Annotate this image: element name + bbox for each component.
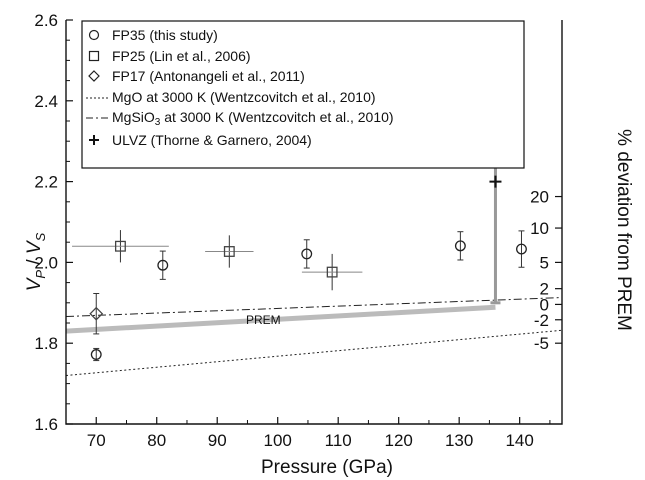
legend-item-fp25: FP25 (Lin et al., 2006) (88, 48, 251, 64)
legend-box (81, 20, 525, 169)
legend-label: FP17 (Antonangeli et al., 2011) (112, 68, 305, 84)
legend-item-ulvz: ULVZ (Thorne & Garnero, 2004) (89, 132, 312, 148)
data-point-square (326, 266, 338, 278)
model-line-3 (65, 329, 563, 377)
y2-tick-label: -2 (534, 311, 549, 330)
legend-item-mgsio3: MgSiO3 at 3000 K (Wentzcovitch et al., 2… (86, 109, 394, 128)
data-point-circle (90, 349, 102, 360)
x-tick-label: 90 (208, 431, 227, 450)
y-tick-label: 1.6 (34, 415, 58, 434)
y-tick-label: 1.8 (34, 334, 58, 353)
legend-item-mgo: MgO at 3000 K (Wentzcovitch et al., 2010… (86, 89, 376, 105)
legend-plus-icon (89, 135, 99, 145)
data-point-square (114, 240, 126, 252)
x-tick-label: 80 (147, 431, 166, 450)
y2-tick-label: 0 (540, 295, 549, 314)
ulvz-point (489, 175, 502, 188)
y-tick-label: 2.6 (34, 11, 58, 30)
model-line-4 (65, 297, 563, 318)
x-axis-label: Pressure (GPa) (261, 457, 393, 478)
x-tick-label: 70 (87, 431, 106, 450)
data-point-circle (516, 243, 527, 255)
data-point-circle (454, 240, 466, 252)
x-tick-label: 130 (445, 431, 473, 450)
axes: 70 80 90 100 110 120 130 1401.61.82.02.22.42.62… (34, 11, 563, 450)
prem-line (65, 304, 496, 334)
y2-tick-label: 20 (530, 188, 549, 207)
legend-label: MgSiO3 at 3000 K (Wentzcovitch et al., 2… (112, 109, 394, 128)
legend-label: FP35 (this study) (112, 27, 218, 43)
data-point-diamond (89, 306, 104, 321)
y-tick-label: 2.0 (34, 253, 58, 272)
y2-tick-label: 5 (540, 253, 549, 272)
legend-item-fp35: FP35 (this study) (88, 27, 218, 43)
x-tick-label: 100 (264, 431, 292, 450)
x-tick-label: 140 (505, 431, 533, 450)
y-tick-label: 2.4 (34, 92, 58, 111)
y2-tick-label: -5 (534, 334, 549, 353)
x-tick-label: 110 (325, 431, 352, 450)
x-tick-label: 120 (384, 431, 412, 450)
legend-circle-icon (88, 29, 100, 41)
data-point-circle (301, 248, 313, 260)
legend-diamond-icon (88, 70, 100, 82)
legend: FP35 (this study) FP25 (Lin et al., 2006… (81, 20, 525, 169)
legend-label: ULVZ (Thorne & Garnero, 2004) (112, 132, 312, 148)
legend-label: MgO at 3000 K (Wentzcovitch et al., 2010… (112, 89, 376, 105)
data-point-circle (157, 259, 169, 271)
y2-tick-label: 2 (540, 280, 549, 299)
y2-tick-label: 10 (530, 219, 549, 238)
prem-label: PREM (246, 313, 281, 327)
legend-label: FP25 (Lin et al., 2006) (112, 48, 251, 64)
right-axis-label: % deviation from PREM (613, 129, 634, 331)
legend-square-icon (88, 50, 100, 62)
data-point-square (223, 246, 235, 257)
y-axis-label: VP / VS (24, 232, 48, 291)
legend-item-fp17: FP17 (Antonangeli et al., 2011) (88, 68, 305, 84)
y-tick-label: 2.2 (34, 173, 58, 192)
